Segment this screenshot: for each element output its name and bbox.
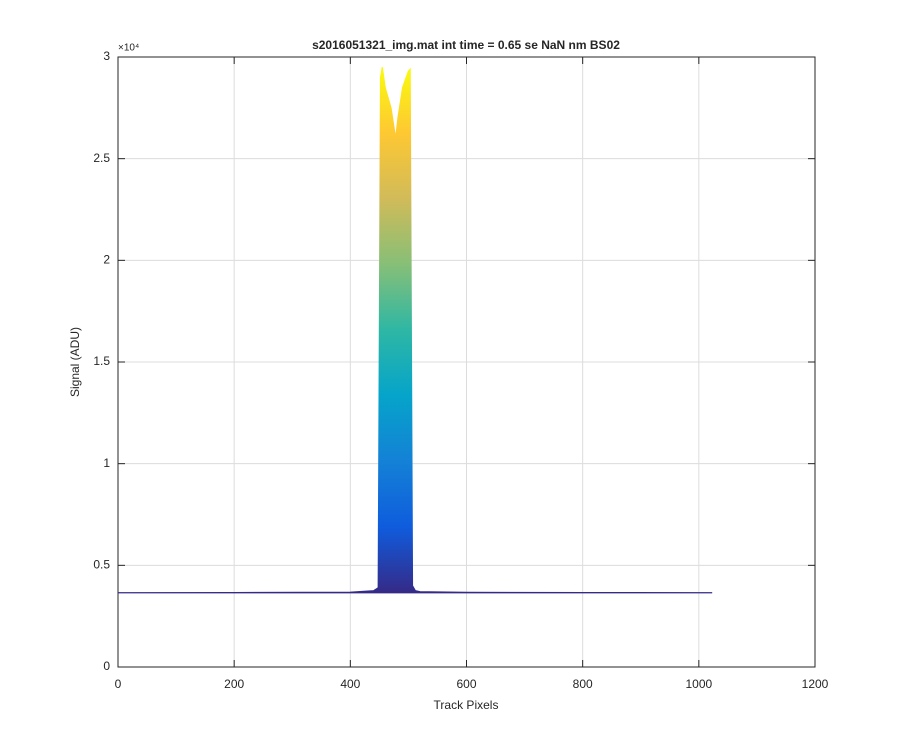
y-tick-label: 3 [103, 49, 110, 63]
x-tick-label: 200 [224, 677, 244, 691]
x-tick-label: 1000 [685, 677, 712, 691]
x-tick-label: 1200 [802, 677, 829, 691]
axes-box [117, 56, 816, 668]
signal-line [117, 67, 713, 594]
y-axis-label: Signal (ADU) [68, 327, 82, 397]
x-tick-label: 600 [456, 677, 476, 691]
x-tick-label: 0 [115, 677, 122, 691]
y-tick-label: 0.5 [93, 558, 110, 572]
y-tick-label: 1.5 [93, 354, 110, 368]
chart-title: s2016051321_img.mat int time = 0.65 se N… [312, 38, 620, 52]
x-tick-label: 800 [573, 677, 593, 691]
y-tick-label: 2.5 [93, 151, 110, 165]
y-tick-label: 0 [103, 659, 110, 673]
y-tick-label: 2 [103, 253, 110, 267]
x-tick-label: 400 [340, 677, 360, 691]
y-tick-label: 1 [103, 456, 110, 470]
y-multiplier: ×10⁴ [118, 43, 139, 54]
x-axis-label: Track Pixels [434, 698, 499, 712]
